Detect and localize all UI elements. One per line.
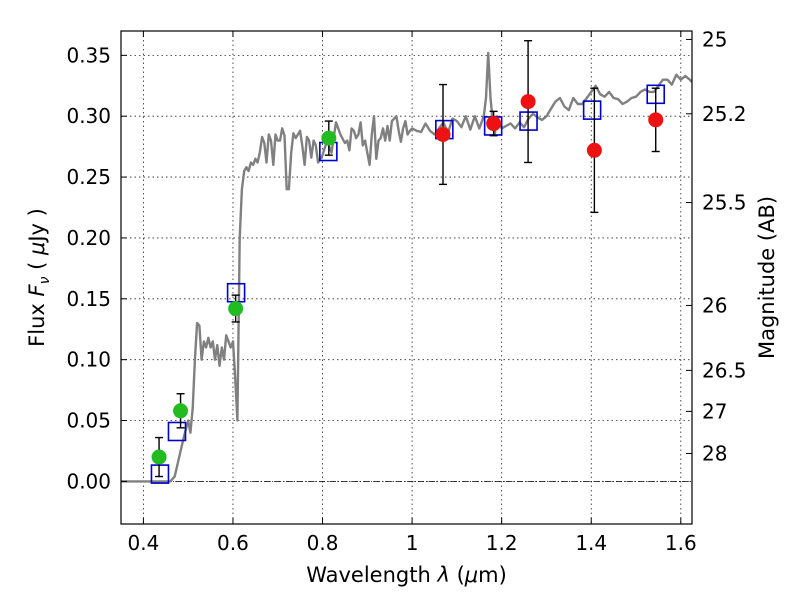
- model-spectrum-line: [121, 51, 692, 483]
- y-tick-label: 0.20: [66, 226, 111, 250]
- plot-area: [121, 40, 692, 484]
- y-tick-label: 0.30: [66, 104, 111, 128]
- y-tick-label: 0.05: [66, 409, 111, 433]
- mag-tick-label: 28: [702, 442, 727, 466]
- x-tick-label: 0.4: [127, 531, 159, 555]
- green-data-point: [228, 301, 244, 317]
- right-axis-title: Magnitude (AB): [755, 196, 779, 359]
- model-photometry-box: [582, 100, 602, 120]
- mag-tick-label: 25.2: [702, 102, 747, 126]
- x-tick-label: 1: [406, 531, 419, 555]
- x-axis-title: Wavelength λ (μm): [306, 563, 507, 587]
- mag-tick-label: 25.5: [702, 191, 747, 215]
- mag-tick-label: 26.5: [702, 358, 747, 382]
- axis-ticks: 0.4 0.6 0.8 1 1.2 1.4 1.6 0.00 0.05 0.10 0.15 0.20 0…: [66, 27, 746, 555]
- plot-frame: [120, 30, 693, 525]
- x-tick-label: 1.2: [486, 531, 518, 555]
- mag-tick-label: 27: [702, 399, 727, 423]
- model-photometry-box: [150, 464, 170, 484]
- y-tick-label: 0.10: [66, 348, 111, 372]
- y-axis-title: Flux Fν ( μJy ): [25, 208, 53, 347]
- y-tick-label: 0.00: [66, 469, 111, 493]
- y-tick-label: 0.25: [66, 165, 111, 189]
- model-photometry-box: [167, 421, 187, 442]
- red-data-point: [586, 142, 602, 158]
- x-tick-label: 1.4: [575, 531, 607, 555]
- x-tick-label: 1.6: [665, 531, 697, 555]
- x-tick-label: 0.6: [217, 531, 249, 555]
- green-data-point: [321, 130, 337, 146]
- red-data-point: [520, 94, 536, 110]
- x-tick-label: 0.8: [307, 531, 339, 555]
- green-data-point: [151, 449, 167, 465]
- red-data-point: [486, 116, 502, 132]
- mag-tick-label: 25: [702, 27, 727, 51]
- mag-tick-label: 26: [702, 293, 727, 317]
- y-tick-label: 0.35: [66, 43, 111, 67]
- green-data-point: [173, 403, 189, 419]
- y-tick-label: 0.15: [66, 287, 111, 311]
- red-data-point: [648, 112, 664, 128]
- red-data-point: [435, 126, 451, 142]
